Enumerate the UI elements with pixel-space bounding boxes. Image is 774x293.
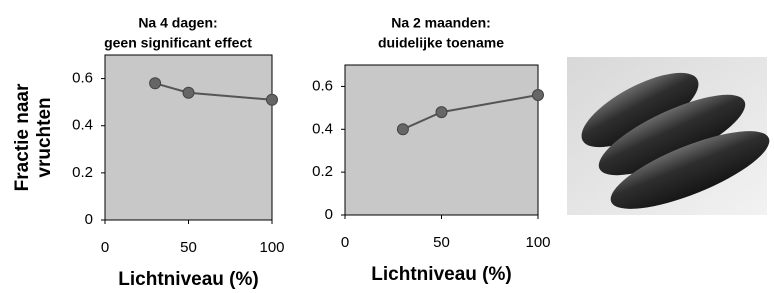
x-tick-label: 0: [341, 234, 349, 251]
y-tick-label: 0.4: [72, 117, 93, 134]
plot-area: [105, 55, 272, 220]
chart-title: duidelijke toename: [378, 35, 504, 51]
chart-title: Na 4 dagen:: [138, 15, 217, 31]
chart-title: geen significant effect: [104, 35, 252, 51]
x-tick-label: 100: [259, 239, 284, 256]
data-point: [183, 87, 194, 98]
y-tick-label: 0.6: [72, 70, 93, 87]
x-tick-label: 0: [101, 239, 109, 256]
data-point: [436, 107, 447, 118]
x-axis-label: Lichtniveau (%): [371, 264, 511, 285]
chart-title: Na 2 maanden:: [391, 15, 491, 31]
y-tick-label: 0: [325, 206, 333, 223]
y-tick-label: 0.2: [312, 163, 333, 180]
data-point: [533, 90, 544, 101]
x-tick-label: 50: [433, 234, 450, 251]
y-tick-label: 0.2: [72, 164, 93, 181]
y-tick-label: 0.6: [312, 77, 333, 94]
y-tick-label: 0: [85, 211, 93, 228]
x-tick-label: 50: [180, 239, 197, 256]
data-point: [397, 124, 408, 135]
data-point: [267, 94, 278, 105]
figure: Na 4 dagen: geen significant effect 0 0.2 0.…: [0, 0, 774, 293]
y-tick-label: 0.4: [312, 120, 333, 137]
y-axis-label: vruchten: [34, 97, 55, 177]
y-axis-label: Fractie naar: [12, 83, 33, 191]
x-axis-label: Lichtniveau (%): [118, 269, 258, 290]
data-point: [150, 78, 161, 89]
plot-area: [345, 65, 538, 215]
x-tick-label: 100: [525, 234, 550, 251]
cucumber-photo: [567, 57, 774, 224]
